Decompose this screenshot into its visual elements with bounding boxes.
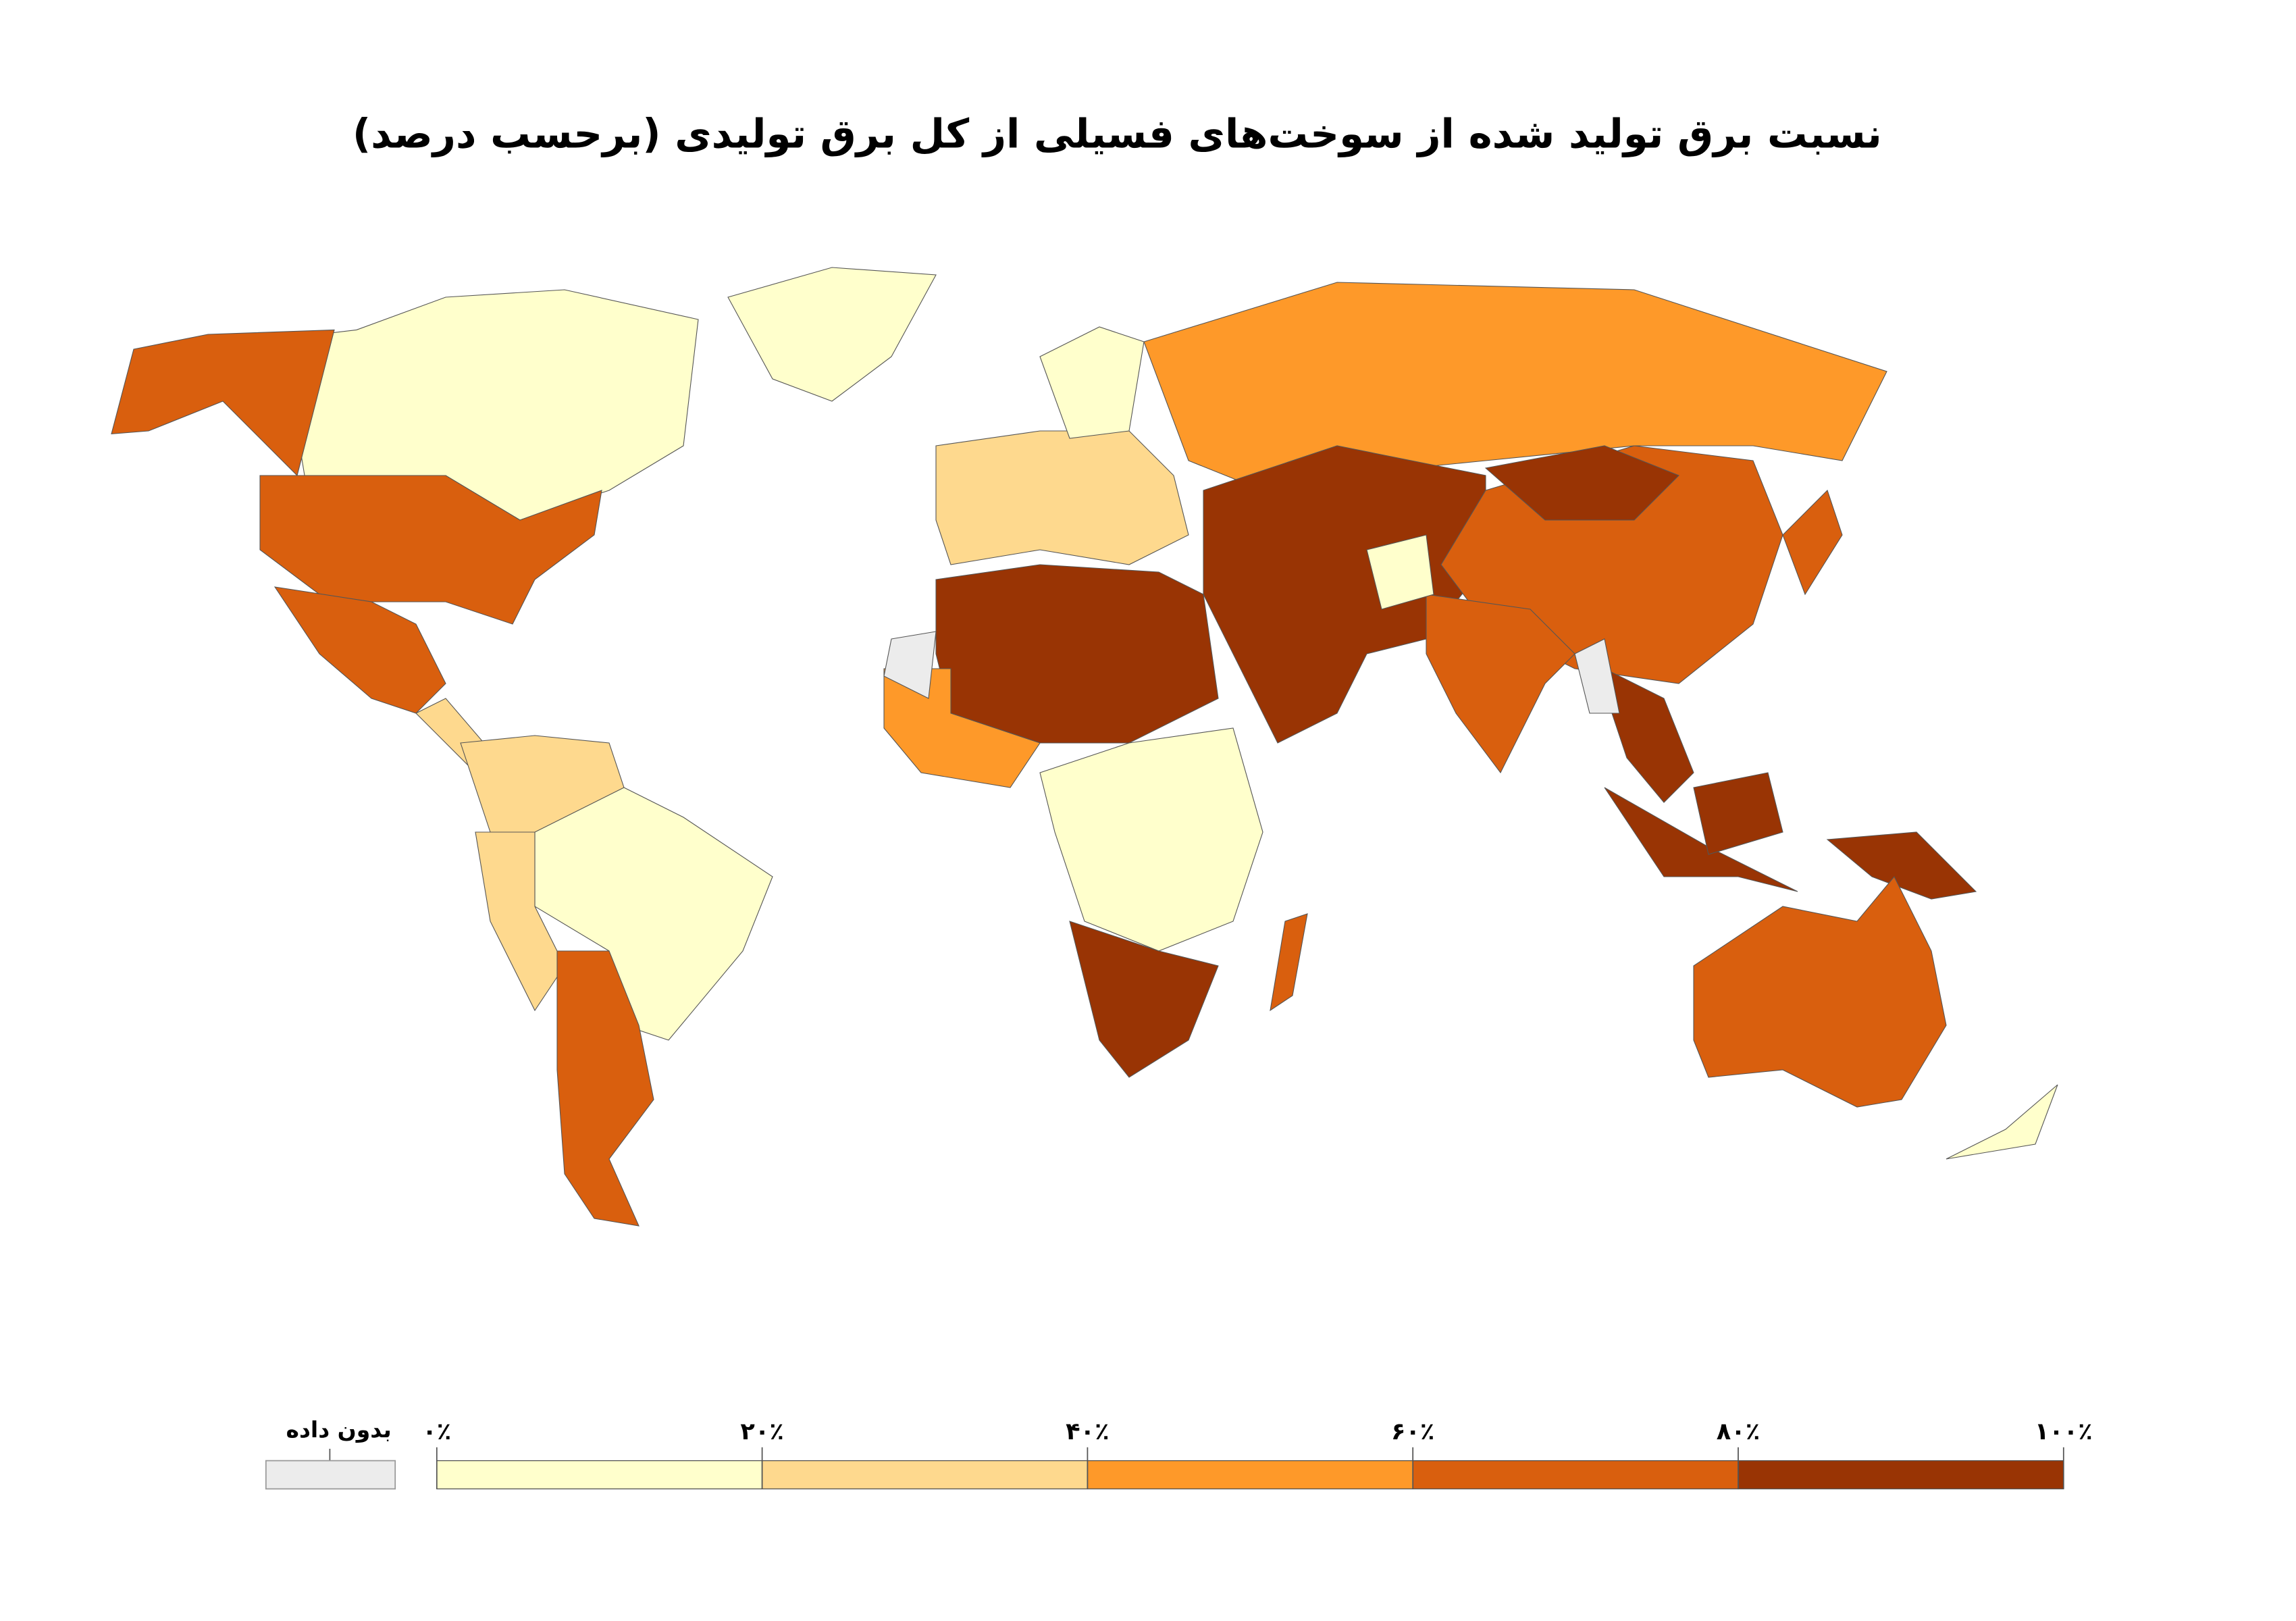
no-data-label: بدون داده xyxy=(286,1416,391,1443)
country-region xyxy=(935,430,1189,565)
country-region xyxy=(1946,1084,2058,1160)
country-region xyxy=(1693,876,1947,1108)
country-region xyxy=(1143,282,1887,491)
no-data-swatch xyxy=(265,1460,396,1490)
country-region xyxy=(1039,727,1263,952)
legend-tick-label: ۲۰٪ xyxy=(740,1418,783,1445)
legend-tick-label: ۱۰۰٪ xyxy=(2035,1418,2093,1445)
legend-swatch xyxy=(1738,1460,2064,1490)
legend-tick-label: ۸۰٪ xyxy=(1717,1418,1760,1445)
country-region xyxy=(1574,638,1620,714)
legend-tick-label: ۴۰٪ xyxy=(1066,1418,1109,1445)
country-region xyxy=(1270,913,1308,1012)
country-region xyxy=(883,668,1041,788)
country-region xyxy=(259,475,602,625)
legend-swatch xyxy=(436,1460,763,1490)
country-region xyxy=(1604,787,1798,892)
country-region xyxy=(1426,594,1575,774)
country-region xyxy=(935,564,1219,744)
country-region xyxy=(1203,445,1486,744)
country-region xyxy=(273,586,446,714)
legend-swatch xyxy=(1412,1460,1739,1490)
country-region xyxy=(556,950,654,1227)
country-region xyxy=(1366,534,1434,610)
country-region xyxy=(111,329,335,477)
country-region xyxy=(1039,326,1145,439)
chart-title: نسبت برق تولید شده از سوخت‌های فسیلی از … xyxy=(353,111,1882,158)
country-region xyxy=(1826,831,1977,900)
legend-tick-label: ۰٪ xyxy=(422,1418,451,1445)
country-region xyxy=(727,267,937,402)
legend-swatch xyxy=(761,1460,1089,1490)
country-region xyxy=(534,787,773,1041)
country-region xyxy=(1604,668,1694,803)
country-region xyxy=(883,631,937,699)
legend: بدون داده ۰٪ ۲۰٪ ۴۰٪ ۶۰٪ ۸۰٪ ۱۰۰٪ xyxy=(265,1416,2093,1490)
country-region xyxy=(1484,445,1679,521)
legend-swatch xyxy=(1087,1460,1413,1490)
map xyxy=(111,267,2058,1227)
country-region xyxy=(1693,772,1783,855)
country-region xyxy=(1069,921,1219,1078)
country-region xyxy=(1782,489,1843,596)
legend-tick-label: ۶۰٪ xyxy=(1391,1418,1434,1445)
